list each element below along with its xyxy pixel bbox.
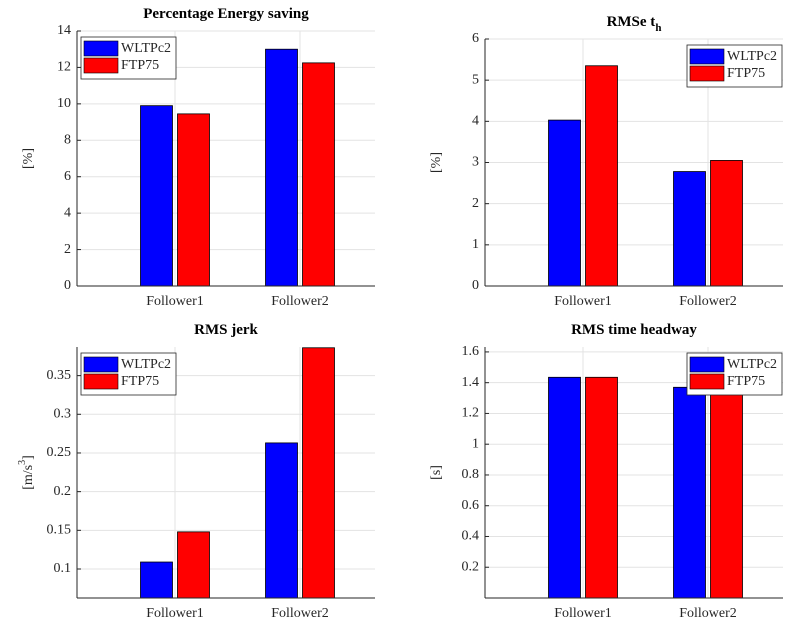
bar bbox=[140, 561, 173, 599]
bar bbox=[140, 105, 173, 287]
legend-swatch bbox=[83, 356, 119, 373]
chart-title: RMS jerk bbox=[194, 322, 258, 338]
legend-swatch bbox=[83, 373, 119, 390]
y-tick-label: 0.6 bbox=[462, 498, 480, 513]
legend-label: WLTPc2 bbox=[121, 357, 171, 372]
bar bbox=[177, 113, 210, 287]
bar bbox=[177, 531, 210, 599]
legend-label: WLTPc2 bbox=[727, 49, 777, 64]
bar bbox=[585, 376, 618, 599]
chart-title-text: RMSe t bbox=[607, 14, 656, 30]
bar bbox=[673, 386, 706, 599]
x-tick-label: Follower2 bbox=[679, 606, 737, 621]
y-tick-label: 0.1 bbox=[54, 561, 72, 576]
y-axis-label: [%] bbox=[429, 152, 444, 173]
legend: WLTPc2 FTP75 bbox=[80, 352, 177, 396]
y-tick-label: 6 bbox=[472, 31, 479, 46]
bar bbox=[265, 442, 298, 599]
x-tick-label: Follower1 bbox=[554, 606, 612, 621]
y-axis-label-text: [%] bbox=[21, 148, 36, 169]
bar bbox=[302, 347, 335, 599]
legend-swatch bbox=[689, 356, 725, 373]
x-tick-label: Follower2 bbox=[679, 294, 737, 309]
y-tick-label: 0 bbox=[472, 278, 479, 293]
y-tick-label: 0.35 bbox=[47, 368, 72, 383]
y-tick-label: 8 bbox=[64, 133, 71, 148]
legend-swatch bbox=[83, 40, 119, 57]
chart-panel: 0 2 4 6 8 10 12 14 Follower1 Follower2 Percentage … bbox=[21, 6, 375, 309]
legend-swatch bbox=[83, 57, 119, 74]
y-axis-label-end: ] bbox=[21, 455, 36, 460]
y-tick-label: 0.2 bbox=[54, 484, 72, 499]
bar bbox=[710, 160, 743, 287]
y-axis-label-text: [%] bbox=[429, 152, 444, 173]
y-tick-label: 5 bbox=[472, 72, 479, 87]
legend-label: WLTPc2 bbox=[727, 357, 777, 372]
chart-panel: 0 1 2 3 4 5 6 Follower1 Follower2 RMSe th [%] WLTPc… bbox=[429, 14, 783, 309]
bar bbox=[548, 376, 581, 599]
y-tick-label: 0.4 bbox=[462, 529, 480, 544]
y-axis-label-text: [s] bbox=[429, 465, 444, 480]
bar bbox=[302, 62, 335, 287]
x-tick-label: Follower1 bbox=[554, 294, 612, 309]
y-tick-label: 0.2 bbox=[462, 559, 480, 574]
y-tick-label: 0.3 bbox=[54, 407, 72, 422]
y-axis-label-sup: 3 bbox=[17, 460, 28, 465]
legend-label: WLTPc2 bbox=[121, 41, 171, 56]
legend-label: FTP75 bbox=[121, 374, 159, 389]
y-tick-label: 4 bbox=[64, 205, 71, 220]
legend-label: FTP75 bbox=[727, 66, 765, 81]
y-tick-label: 6 bbox=[64, 169, 71, 184]
chart-title: Percentage Energy saving bbox=[143, 6, 309, 22]
chart-title-sub: h bbox=[655, 22, 661, 34]
y-tick-label: 4 bbox=[472, 114, 479, 129]
chart-title-text: RMS time headway bbox=[571, 322, 697, 338]
x-tick-label: Follower2 bbox=[271, 606, 329, 621]
y-tick-label: 1 bbox=[472, 237, 479, 252]
x-tick-label: Follower1 bbox=[146, 606, 204, 621]
y-tick-label: 1.2 bbox=[462, 406, 480, 421]
y-tick-label: 0.15 bbox=[47, 523, 72, 538]
legend-swatch bbox=[689, 65, 725, 82]
y-axis-label-text: [m/s bbox=[21, 465, 36, 490]
legend-label: FTP75 bbox=[727, 374, 765, 389]
bar bbox=[673, 171, 706, 287]
y-tick-label: 10 bbox=[57, 96, 71, 111]
bar bbox=[710, 386, 743, 599]
legend-swatch bbox=[689, 48, 725, 65]
y-tick-label: 1.4 bbox=[462, 375, 480, 390]
legend-swatch bbox=[689, 373, 725, 390]
y-tick-label: 0.8 bbox=[462, 467, 480, 482]
y-axis-label: [s] bbox=[429, 465, 444, 480]
chart-panel: 0.1 0.15 0.2 0.25 0.3 0.35 Follower1 Follower2 R… bbox=[17, 322, 375, 621]
y-tick-label: 12 bbox=[57, 60, 71, 75]
y-tick-label: 1.6 bbox=[462, 344, 480, 359]
x-tick-label: Follower1 bbox=[146, 294, 204, 309]
legend: WLTPc2 FTP75 bbox=[686, 352, 783, 396]
legend-label: FTP75 bbox=[121, 58, 159, 73]
y-tick-label: 0.25 bbox=[47, 445, 72, 460]
y-tick-label: 1 bbox=[472, 436, 479, 451]
chart-title-text: RMS jerk bbox=[194, 322, 258, 338]
legend: WLTPc2 FTP75 bbox=[686, 44, 783, 88]
chart-title-text: Percentage Energy saving bbox=[143, 6, 309, 22]
y-tick-label: 2 bbox=[64, 242, 71, 257]
y-axis-label: [m/s3] bbox=[17, 455, 36, 490]
y-tick-label: 14 bbox=[57, 23, 71, 38]
y-tick-label: 2 bbox=[472, 196, 479, 211]
bar bbox=[548, 119, 581, 287]
bar bbox=[265, 48, 298, 287]
chart-panel: 0.2 0.4 0.6 0.8 1 1.2 1.4 1.6 Follower1 Follower2… bbox=[429, 322, 783, 621]
chart-title: RMS time headway bbox=[571, 322, 697, 338]
x-tick-label: Follower2 bbox=[271, 294, 329, 309]
legend: WLTPc2 FTP75 bbox=[80, 36, 177, 80]
y-tick-label: 3 bbox=[472, 155, 479, 170]
chart-title: RMSe th bbox=[607, 14, 662, 33]
y-axis-label: [%] bbox=[21, 148, 36, 169]
bar bbox=[585, 65, 618, 287]
y-tick-label: 0 bbox=[64, 278, 71, 293]
